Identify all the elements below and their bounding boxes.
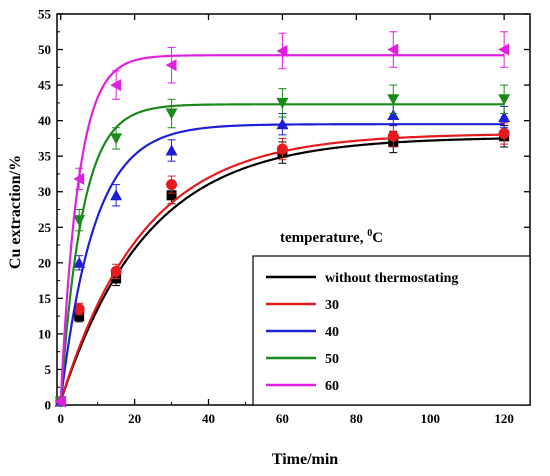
- series-2-point: [110, 189, 123, 201]
- x-tick-label: 80: [350, 411, 363, 426]
- y-tick-label: 40: [38, 113, 51, 128]
- series-4-point: [387, 43, 399, 56]
- series-1-point: [110, 265, 122, 277]
- y-tick-label: 30: [38, 184, 51, 199]
- x-tick-label: 0: [57, 411, 64, 426]
- series-2-point: [73, 256, 86, 268]
- series-2-point: [387, 108, 400, 120]
- series-2-point: [165, 144, 178, 156]
- legend-title-superscript: 0: [367, 228, 372, 239]
- y-tick-label: 50: [38, 42, 51, 57]
- series-4-point: [73, 172, 85, 185]
- y-tick-label: 25: [38, 220, 52, 235]
- legend-title-unit: C: [372, 230, 383, 246]
- x-axis-title: Time/min: [272, 451, 338, 468]
- series-1-point: [73, 303, 85, 315]
- series-2-point: [276, 118, 289, 130]
- legend-title-text: temperature,: [280, 230, 367, 246]
- x-tick-label: 120: [494, 411, 514, 426]
- series-2-point: [498, 111, 511, 123]
- legend-label-2: 40: [325, 325, 339, 340]
- x-tick-label: 60: [276, 411, 289, 426]
- series-1-point: [166, 179, 178, 191]
- x-tick-label: 40: [202, 411, 215, 426]
- series-3-point: [73, 215, 86, 227]
- legend-label-0: without thermostating: [325, 271, 458, 286]
- y-tick-label: 20: [38, 255, 51, 270]
- series-4-point: [165, 59, 177, 72]
- series-3-point: [276, 97, 289, 109]
- y-tick-label: 55: [38, 7, 52, 22]
- y-tick-label: 0: [45, 398, 52, 413]
- y-tick-label: 15: [38, 291, 52, 306]
- series-4-point: [110, 79, 122, 92]
- x-tick-label: 100: [420, 411, 440, 426]
- series-1-point: [498, 127, 510, 139]
- legend-label-3: 50: [325, 352, 339, 367]
- y-tick-label: 45: [38, 78, 52, 93]
- series-3-point: [498, 94, 511, 106]
- y-tick-label: 10: [38, 326, 51, 341]
- legend-label-4: 60: [325, 379, 339, 394]
- legend-title: temperature, 0C: [280, 228, 383, 246]
- series-0-point: [166, 190, 177, 201]
- series-4-point: [498, 43, 510, 56]
- series-4-point: [54, 395, 66, 408]
- x-tick-label: 20: [128, 411, 141, 426]
- series-3-point: [110, 133, 123, 145]
- y-axis-title: Cu extraction/%: [7, 155, 24, 269]
- series-3-point: [387, 94, 400, 106]
- series-4-point: [276, 44, 288, 57]
- series-0-point: [74, 311, 85, 322]
- y-tick-label: 35: [38, 149, 52, 164]
- series-1-point: [276, 143, 288, 155]
- series-3-point: [165, 108, 178, 120]
- plot-layer: 0 20 40 60 80 100 120 0 5 10 15 20 25 30 35 40 45 50 55: [38, 7, 531, 426]
- y-tick-label: 5: [45, 362, 52, 377]
- legend-label-1: 30: [325, 298, 339, 313]
- series-1-point: [387, 130, 399, 142]
